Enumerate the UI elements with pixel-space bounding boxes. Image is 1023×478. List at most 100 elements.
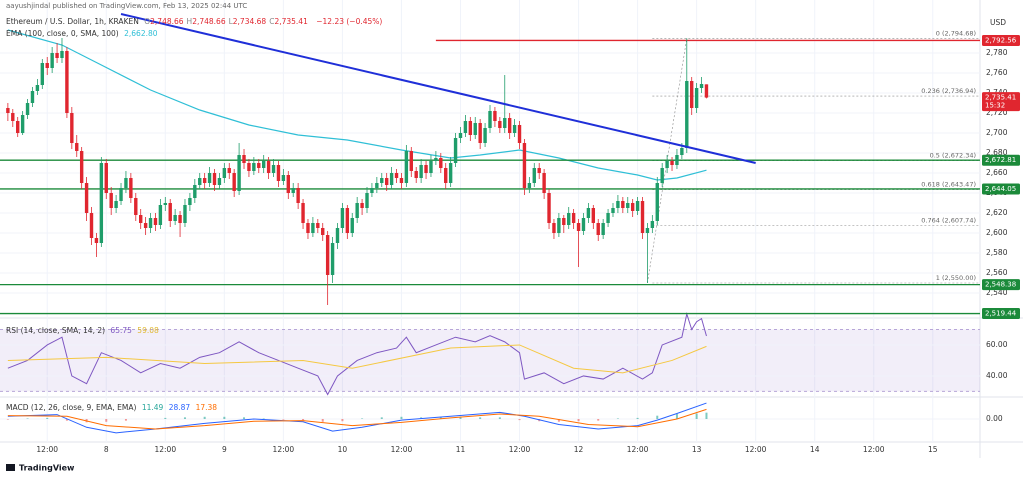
price-tag-label: 2,672.81 (985, 156, 1016, 164)
candle-body (699, 84, 704, 88)
candle-body (217, 178, 222, 185)
candle-body (35, 85, 40, 91)
candle-body (458, 133, 463, 138)
macd-line (7, 408, 707, 430)
y-tick-label: 0.00 (986, 414, 1003, 423)
candle-body (473, 123, 477, 135)
fib-label: 0.618 (2,643.47) (921, 181, 976, 189)
candle-body (119, 188, 123, 201)
macd-histogram-bar (439, 417, 442, 419)
candle-body (89, 213, 94, 238)
last-price-tag (982, 92, 1020, 112)
macd-histogram-bar (656, 415, 659, 419)
rsi-ma-value: 59.08 (137, 326, 159, 335)
y-tick-label: 2,660 (986, 168, 1008, 177)
candle-body (25, 103, 30, 115)
candle-body (399, 178, 404, 183)
candle-body (227, 168, 231, 173)
fib-swing (647, 38, 688, 284)
candle-body (640, 201, 645, 233)
ema-name: EMA (100, close, 0, SMA, 100) (6, 29, 119, 38)
candle-body (222, 168, 227, 178)
price-tag (982, 308, 1020, 320)
candle-body (611, 208, 615, 213)
candle-body (606, 213, 610, 223)
candle-body (163, 203, 168, 205)
macd-histogram-bar (695, 413, 698, 419)
candle-body (345, 208, 350, 233)
candle-body (493, 111, 497, 121)
candle-body (704, 84, 709, 98)
candle-body (350, 218, 354, 233)
candle-body (129, 178, 133, 198)
ohlc-value: 2,734.68 (232, 17, 267, 26)
price-tag (982, 154, 1020, 166)
candle-body (183, 205, 187, 223)
candle-body (483, 128, 487, 143)
candle-body (630, 203, 635, 211)
candle-body (104, 163, 108, 193)
x-tick-label: 9 (222, 445, 227, 454)
candle-body (252, 163, 256, 171)
candle-body (468, 121, 473, 135)
ema-line (7, 29, 707, 181)
candle-body (330, 243, 335, 275)
candle-body (202, 178, 207, 183)
candle-body (242, 155, 246, 163)
macd-histogram-bar (380, 417, 383, 419)
macd-histogram-bar (124, 419, 127, 421)
candle-body (685, 81, 689, 148)
candle-body (384, 178, 389, 185)
macd-hist-value: 11.49 (141, 403, 164, 412)
x-tick-label: 12 (574, 445, 584, 454)
candle-body (79, 151, 84, 183)
candle-body (675, 155, 679, 165)
symbol-legend: Ethereum / U.S. Dollar, 1h, KRAKEN O2,74… (6, 17, 385, 26)
ohlc-key: C (269, 17, 275, 26)
price-tag-label: 2,792.56 (985, 36, 1017, 44)
fib-label: 0 (2,794.68) (936, 29, 976, 37)
candle-body (581, 218, 586, 231)
macd-histogram-bar (243, 417, 246, 419)
macd-histogram-bar (459, 416, 462, 419)
candle-body (370, 188, 374, 193)
candle-body (296, 188, 300, 203)
macd-histogram-bar (597, 419, 600, 421)
y-tick-label: 2,600 (986, 228, 1008, 237)
candle-body (694, 88, 699, 108)
candle-body (488, 111, 492, 128)
candle-body (143, 223, 148, 228)
candle-body (178, 215, 182, 223)
candle-body (375, 183, 379, 188)
x-tick-label: 12:00 (509, 445, 531, 454)
fib-label: 1 (2,550.00) (936, 274, 976, 282)
candle-body (158, 205, 163, 225)
candle-body (601, 223, 605, 235)
y-tick-label: 2,720 (986, 108, 1008, 117)
macd-histogram-bar (498, 417, 501, 419)
candle-body (311, 223, 315, 233)
macd-histogram-bar (262, 418, 265, 419)
macd-signal-value: 17.38 (195, 403, 218, 412)
candle-body (503, 118, 507, 128)
price-tag (982, 279, 1020, 291)
macd-histogram-bar (183, 417, 186, 419)
candle-body (114, 201, 118, 208)
x-tick-label: 12:00 (391, 445, 413, 454)
macd-histogram-bar (577, 419, 580, 422)
macd-histogram-bar (105, 419, 108, 422)
candle-body (616, 201, 620, 208)
candle-body (537, 168, 541, 173)
candle-body (316, 223, 320, 228)
macd-value: 28.87 (168, 403, 191, 412)
candle-body (517, 125, 522, 143)
y-tick-label: 2,560 (986, 268, 1008, 277)
candle-body (148, 218, 153, 228)
candle-body (394, 173, 399, 178)
candle-body (680, 148, 684, 155)
candle-body (655, 183, 659, 221)
x-tick-label: 8 (104, 445, 109, 454)
candle-body (301, 203, 305, 223)
candle-body (665, 161, 669, 168)
